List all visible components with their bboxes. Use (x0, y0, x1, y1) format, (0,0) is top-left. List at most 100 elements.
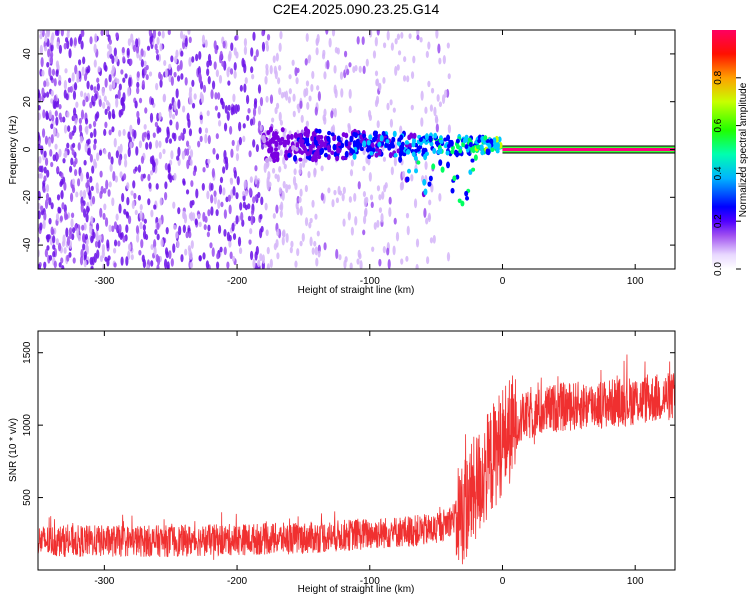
heatmap-noise-cell (53, 260, 57, 269)
heatmap-noise-cell (235, 152, 240, 162)
heatmap-noise-cell (393, 217, 397, 225)
heatmap-noise-cell (176, 155, 180, 161)
heatmap-noise-cell (296, 248, 300, 257)
heatmap-noise-cell (198, 127, 202, 134)
heatmap-noise-cell (244, 190, 249, 197)
heatmap-band-cell (362, 133, 367, 139)
heatmap-noise-cell (243, 45, 248, 56)
heatmap-band-cell (450, 187, 455, 194)
heatmap-noise-cell (90, 185, 94, 191)
heatmap-noise-cell (139, 204, 143, 211)
heatmap-band-cell (275, 156, 280, 163)
heatmap-noise-cell (61, 264, 65, 269)
heatmap-noise-cell (257, 105, 262, 115)
heatmap-noise-cell (335, 248, 339, 260)
heatmap-noise-cell (435, 116, 439, 124)
heatmap-noise-cell (67, 86, 71, 93)
heatmap-noise-cell (333, 107, 337, 118)
heatmap-band-cell (273, 132, 278, 139)
heatmap-noise-cell (125, 256, 129, 266)
heatmap-noise-cell (115, 32, 119, 38)
heatmap-noise-cell (331, 199, 335, 208)
heatmap-noise-cell (446, 42, 450, 49)
heatmap-noise-cell (136, 110, 140, 119)
heatmap-noise-cell (392, 107, 396, 113)
heatmap-noise-cell (278, 42, 282, 53)
heatmap-noise-cell (197, 140, 201, 148)
heatmap-noise-cell (269, 258, 273, 269)
heatmap-noise-cell (382, 245, 386, 254)
heatmap-noise-cell (307, 55, 311, 64)
heatmap-noise-cell (309, 217, 313, 224)
heatmap-band-cell (352, 153, 357, 160)
heatmap-noise-cell (207, 135, 211, 145)
heatmap-noise-cell (285, 232, 289, 243)
heatmap-noise-cell (107, 255, 111, 261)
heatmap-noise-cell (50, 43, 54, 52)
heatmap-noise-cell (271, 117, 275, 123)
heatmap-noise-cell (233, 47, 237, 56)
heatmap-noise-cell (435, 30, 439, 39)
heatmap-noise-cell (143, 60, 147, 67)
heatmap-noise-cell (266, 246, 270, 255)
heatmap-noise-cell (322, 49, 326, 57)
colorbar-tick-label: 0.0 (713, 262, 724, 276)
heatmap-noise-cell (204, 39, 208, 48)
heatmap-noise-cell (101, 87, 105, 97)
heatmap-noise-cell (100, 30, 104, 36)
heatmap-noise-cell (132, 180, 136, 189)
heatmap-noise-cell (378, 82, 382, 92)
heatmap-band-cell (404, 140, 409, 145)
heatmap-band-cell (371, 147, 376, 153)
heatmap-noise-cell (253, 98, 258, 105)
heatmap-noise-cell (138, 54, 142, 61)
heatmap-noise-cell (424, 106, 428, 115)
heatmap-noise-cell (363, 197, 367, 208)
heatmap-noise-cell (149, 112, 154, 123)
heatmap-noise-cell (243, 179, 247, 190)
heatmap-noise-cell (343, 50, 348, 58)
heatmap-noise-cell (52, 235, 56, 244)
heatmap-noise-cell (220, 201, 224, 208)
heatmap-noise-cell (57, 206, 61, 214)
heatmap-noise-cell (153, 246, 157, 256)
bottom-x-ticks: -300 -200 -100 0 100 (94, 331, 644, 587)
heatmap-noise-cell (204, 127, 209, 134)
heatmap-noise-cell (73, 37, 77, 47)
heatmap-noise-cell (206, 231, 210, 238)
heatmap-noise-cell (361, 36, 365, 46)
heatmap-noise-cell (62, 116, 66, 123)
heatmap-noise-cell (103, 61, 107, 71)
heatmap-noise-cell (41, 128, 46, 138)
heatmap-noise-cell (38, 202, 41, 210)
heatmap-noise-cell (249, 228, 253, 235)
top-y-ticks: -40 -20 0 20 40 (22, 48, 675, 252)
heatmap-noise-cell (197, 213, 201, 220)
heatmap-noise-cell (38, 263, 41, 269)
heatmap-noise-cell (150, 260, 154, 267)
heatmap-band-cell (421, 147, 426, 155)
heatmap-noise-cell (313, 240, 317, 247)
heatmap-noise-cell (204, 133, 208, 144)
heatmap-noise-cell (283, 163, 287, 170)
heatmap-noise-cell (80, 40, 84, 50)
heatmap-noise-cell (211, 167, 215, 178)
heatmap-noise-cell (173, 100, 177, 111)
heatmap-noise-cell (126, 182, 130, 190)
heatmap-band-cell (298, 132, 303, 140)
heatmap-band-cell (286, 134, 291, 141)
heatmap-noise-cell (365, 58, 369, 67)
heatmap-noise-cell (66, 236, 71, 247)
heatmap-noise-cell (82, 208, 87, 218)
heatmap-noise-cell (164, 191, 168, 201)
heatmap-noise-cell (122, 56, 126, 62)
heatmap-noise-cell (155, 183, 159, 190)
heatmap-band-cell (287, 152, 292, 158)
heatmap-noise-cell (274, 70, 278, 80)
heatmap-noise-cell (66, 111, 70, 118)
heatmap-noise-cell (46, 234, 50, 243)
heatmap-noise-cell (165, 137, 169, 144)
heatmap-noise-cell (395, 231, 400, 242)
heatmap-noise-cell (265, 161, 269, 169)
heatmap-noise-cell (368, 114, 373, 121)
